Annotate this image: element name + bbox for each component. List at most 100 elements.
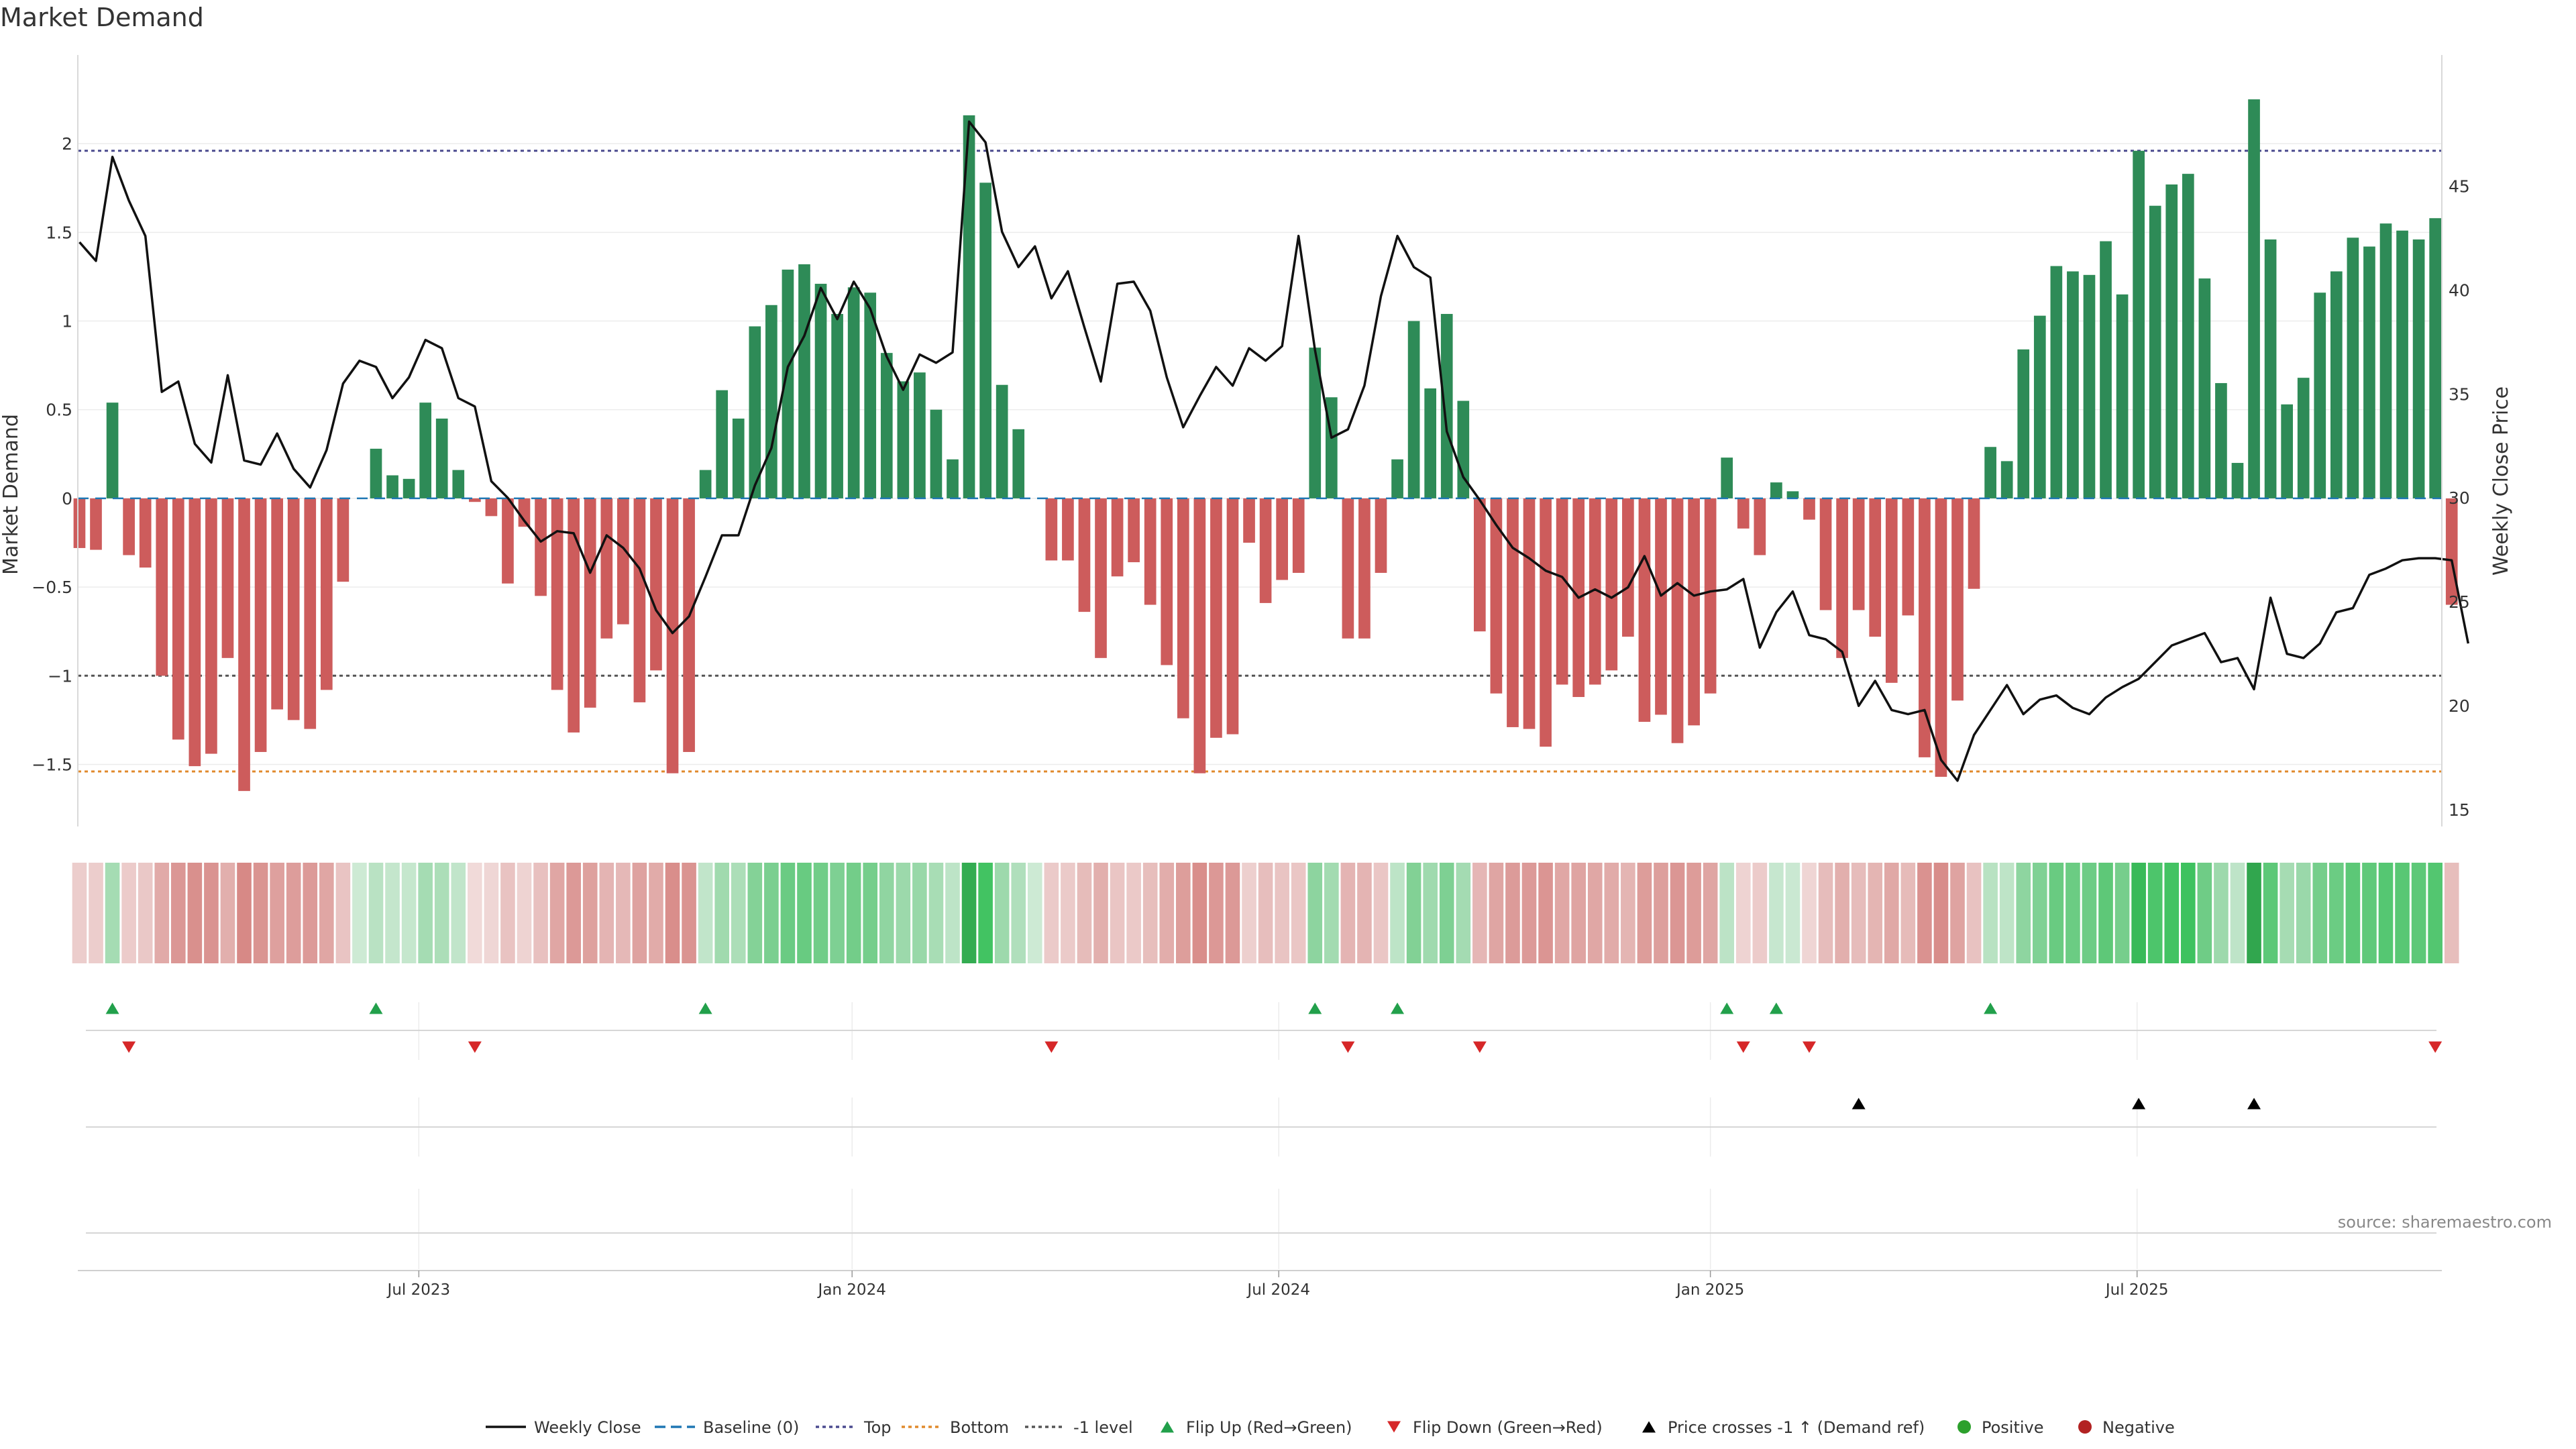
demand-bar	[535, 498, 547, 596]
flip-down-marker	[468, 1041, 482, 1053]
heat-strip-cell	[928, 863, 944, 963]
heat-strip-cell	[797, 863, 812, 963]
demand-bar	[2182, 174, 2194, 498]
demand-bar	[2149, 205, 2161, 498]
heat-strip-cell	[1472, 863, 1487, 963]
demand-bar	[1226, 498, 1239, 735]
heat-strip-cell	[368, 863, 384, 963]
demand-bar	[1342, 498, 1354, 639]
demand-bar	[2297, 378, 2310, 498]
heat-strip-cell	[237, 863, 252, 963]
legend-label: Bottom	[950, 1418, 1009, 1437]
heat-strip-cell	[2230, 863, 2245, 963]
demand-bar	[1935, 498, 1947, 777]
heat-strip-cell	[2114, 863, 2130, 963]
heat-strip-cell	[1456, 863, 1471, 963]
demand-bar	[1968, 498, 1980, 589]
y-right-tick-label: 40	[2449, 280, 2470, 300]
heat-strip-cell	[1324, 863, 1339, 963]
heat-strip-cell	[1933, 863, 1949, 963]
demand-bar	[1556, 498, 1568, 685]
demand-bar	[370, 448, 382, 498]
heat-strip-cell	[517, 863, 532, 963]
demand-bar	[1144, 498, 1157, 605]
flip-up-marker	[1769, 1002, 1783, 1014]
y-tick-label: 0	[62, 489, 72, 508]
flip-up-marker	[105, 1002, 119, 1014]
demand-bar	[452, 470, 465, 498]
heat-strip-cell	[2345, 863, 2361, 963]
legend-top: Top	[816, 1418, 892, 1437]
demand-bar	[1622, 498, 1634, 637]
demand-bar	[123, 498, 135, 555]
heat-strip-cell	[105, 863, 120, 963]
demand-bar	[716, 390, 729, 498]
demand-bar	[1852, 498, 1865, 610]
demand-bar	[1309, 347, 1322, 498]
heat-strip-cell	[1868, 863, 1883, 963]
heat-strip-cell	[698, 863, 713, 963]
demand-bar	[847, 287, 860, 498]
heat-strip-cell	[1439, 863, 1454, 963]
heat-strip-cell	[582, 863, 598, 963]
heat-strip-cell	[187, 863, 203, 963]
demand-bar	[1210, 498, 1222, 738]
heat-strip-cell	[1110, 863, 1125, 963]
legend-label: Top	[863, 1418, 892, 1437]
heat-strip-cell	[2214, 863, 2229, 963]
heat-strip-cell	[566, 863, 581, 963]
heat-strip-cell	[2444, 863, 2459, 963]
heat-strip-cell	[961, 863, 977, 963]
demand-bar	[1902, 498, 1915, 616]
heat-strip-cell	[2279, 863, 2294, 963]
demand-bar	[600, 498, 613, 639]
heat-strip-cell	[335, 863, 351, 963]
heat-strip-cell	[385, 863, 400, 963]
demand-bar	[90, 498, 102, 550]
heat-strip-cell	[1061, 863, 1075, 963]
heat-strip-cell	[1670, 863, 1685, 963]
demand-bar	[551, 498, 564, 690]
heat-strip-cell	[682, 863, 696, 963]
demand-bar	[254, 498, 267, 752]
x-tick-label: Jan 2024	[817, 1281, 886, 1299]
demand-bar	[699, 470, 712, 498]
event-markers	[86, 1002, 2443, 1269]
demand-bar	[402, 478, 415, 498]
heat-strip-cell	[1521, 863, 1537, 963]
demand-bar	[1704, 498, 1717, 694]
demand-bar	[1490, 498, 1503, 694]
weekly-close-line	[78, 120, 2470, 782]
demand-bar	[1754, 498, 1766, 555]
heat-strip-cell	[1735, 863, 1751, 963]
heat-strip-cell	[830, 863, 845, 963]
legend-flip-up: Flip Up (Red→Green)	[1161, 1418, 1352, 1437]
heat-strip-cell	[1835, 863, 1849, 963]
flip-down-marker	[1736, 1041, 1750, 1053]
demand-bar	[320, 498, 333, 690]
heat-strip-cell	[270, 863, 284, 963]
demand-bar	[2363, 246, 2375, 498]
heat-strip-cell	[319, 863, 334, 963]
demand-bar	[2314, 292, 2326, 498]
heat-strip-cell	[1571, 863, 1586, 963]
demand-bar	[1128, 498, 1140, 563]
legend-bottom: Bottom	[902, 1418, 1009, 1437]
heat-strip-cell	[2362, 863, 2377, 963]
demand-bar	[485, 498, 498, 517]
heat-strip-cell	[1423, 863, 1438, 963]
heat-strip-cell	[1489, 863, 1504, 963]
legend-negative: Negative	[2078, 1418, 2175, 1437]
heat-strip-cell	[500, 863, 515, 963]
legend-swatch	[1957, 1420, 1971, 1434]
heat-strip-cell	[1505, 863, 1520, 963]
heat-strip-cell	[1686, 863, 1701, 963]
demand-bar	[502, 498, 514, 584]
demand-bar	[2248, 99, 2260, 498]
demand-bar	[1276, 498, 1288, 580]
heat-strip-cell	[1752, 863, 1768, 963]
demand-bar	[2067, 271, 2079, 498]
heat-strip-cell	[220, 863, 235, 963]
demand-bar	[897, 381, 910, 498]
